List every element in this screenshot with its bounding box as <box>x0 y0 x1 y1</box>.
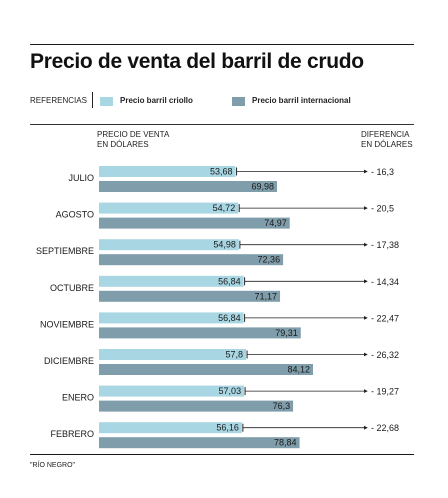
value-label-criollo-septiembre: 54,98 <box>213 240 236 250</box>
chart-title: Precio de venta del barril de crudo <box>30 50 364 73</box>
difference-header-line1: DIFERENCIA <box>361 130 410 139</box>
legend-swatch-internacional <box>232 97 245 106</box>
value-label-criollo-febrero: 56,16 <box>216 423 239 433</box>
category-label-agosto: AGOSTO <box>56 210 94 220</box>
bar-criollo-julio <box>99 166 236 177</box>
value-label-internacional-diciembre: 84,12 <box>287 365 310 375</box>
value-label-internacional-febrero: 78,84 <box>274 438 297 448</box>
value-label-internacional-octubre: 71,17 <box>255 291 278 301</box>
difference-label-febrero: - 22,68 <box>371 423 399 433</box>
value-label-criollo-agosto: 54,72 <box>213 203 236 213</box>
difference-header-line2: EN DÓLARES <box>361 140 413 149</box>
bar-internacional-julio <box>99 181 278 192</box>
bar-internacional-diciembre <box>99 364 313 375</box>
value-label-criollo-octubre: 56,84 <box>218 276 241 286</box>
difference-label-julio: - 16,3 <box>371 167 394 177</box>
top-rule <box>30 44 414 45</box>
legend-item-internacional: Precio barril internacional <box>252 96 351 105</box>
legend-item-criollo: Precio barril criollo <box>120 96 193 105</box>
bar-internacional-febrero <box>99 437 300 449</box>
bottom-rule <box>30 454 414 455</box>
price-header-line2: EN DÓLARES <box>97 140 149 149</box>
value-label-criollo-enero: 57,03 <box>219 386 242 396</box>
value-label-criollo-noviembre: 56,84 <box>218 313 241 323</box>
difference-label-enero: - 19,27 <box>371 387 399 397</box>
bar-internacional-agosto <box>99 217 290 229</box>
category-label-julio: JULIO <box>68 173 94 183</box>
difference-label-septiembre: - 17,38 <box>371 240 399 250</box>
legend-swatch-criollo <box>100 97 113 106</box>
price-header: PRECIO DE VENTA EN DÓLARES <box>97 130 169 150</box>
value-label-internacional-enero: 76,3 <box>273 401 291 411</box>
legend-label: REFERENCIAS <box>30 96 87 105</box>
bar-criollo-octubre <box>99 275 244 287</box>
difference-header: DIFERENCIA EN DÓLARES <box>361 130 413 150</box>
bar-criollo-noviembre <box>99 312 244 324</box>
difference-label-diciembre: - 26,32 <box>371 350 399 360</box>
value-label-internacional-noviembre: 79,31 <box>275 328 298 338</box>
bar-internacional-octubre <box>99 290 281 302</box>
legend-separator <box>92 92 93 108</box>
value-label-criollo-diciembre: 57,8 <box>226 350 244 360</box>
value-label-internacional-agosto: 74,97 <box>264 218 287 228</box>
bar-criollo-septiembre <box>99 239 239 251</box>
category-label-febrero: FEBRERO <box>50 429 94 439</box>
value-label-criollo-julio: 53,68 <box>210 167 233 177</box>
difference-label-agosto: - 20,5 <box>371 204 394 214</box>
bar-criollo-diciembre <box>99 349 247 360</box>
value-label-internacional-septiembre: 72,36 <box>258 255 281 265</box>
difference-label-noviembre: - 22,47 <box>371 313 399 323</box>
bar-criollo-febrero <box>99 422 242 434</box>
category-label-octubre: OCTUBRE <box>50 283 94 293</box>
source-footer: "RÍO NEGRO" <box>30 462 76 469</box>
category-label-diciembre: DICIEMBRE <box>44 356 94 366</box>
bar-internacional-noviembre <box>99 327 301 339</box>
bar-criollo-agosto <box>99 202 239 214</box>
category-label-noviembre: NOVIEMBRE <box>40 319 94 329</box>
header-rule <box>30 124 414 125</box>
category-label-enero: ENERO <box>62 393 94 403</box>
bar-internacional-enero <box>99 400 294 412</box>
bar-internacional-septiembre <box>99 254 284 266</box>
category-label-septiembre: SEPTIEMBRE <box>36 246 94 256</box>
price-header-line1: PRECIO DE VENTA <box>97 130 170 139</box>
value-label-internacional-julio: 69,98 <box>251 182 274 192</box>
bar-criollo-enero <box>99 385 245 397</box>
difference-label-octubre: - 14,34 <box>371 277 399 287</box>
